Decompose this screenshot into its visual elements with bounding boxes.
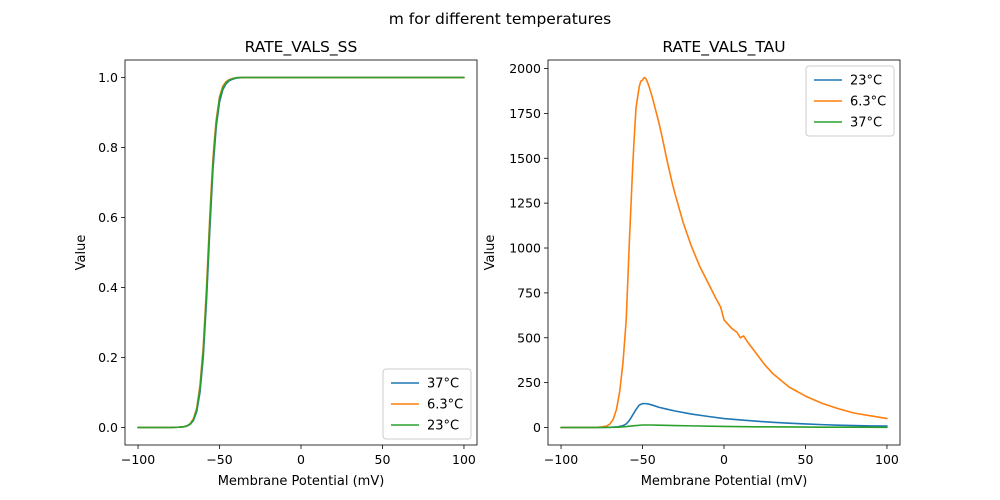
y-tick-label: 0.8 [98, 140, 118, 155]
legend-box [805, 65, 895, 137]
legend-entry: 37°C [850, 116, 882, 131]
y-tick-label: 500 [517, 330, 541, 345]
series-line-0 [560, 402, 888, 429]
series-lines [560, 76, 888, 429]
y-tick-label: 1500 [509, 151, 541, 166]
x-tick-label: 0 [297, 452, 305, 467]
legend-entry: 37°C [427, 377, 459, 392]
legend-entry: 23°C [850, 74, 882, 89]
y-tick-label: 0.4 [98, 280, 118, 295]
y-tick-label: 1750 [509, 106, 541, 121]
x-tick-label: 100 [875, 452, 899, 467]
x-axis-label: Membrane Potential (mV) [218, 474, 385, 489]
series-line-1 [560, 76, 888, 429]
subplot-title: RATE_VALS_SS [245, 38, 358, 57]
x-tick-label: −100 [121, 452, 155, 467]
y-tick-label: 250 [517, 375, 541, 390]
suptitle: m for different temperatures [389, 10, 612, 28]
legend-box [382, 368, 472, 440]
y-tick-label: 0 [533, 420, 541, 435]
legend-entry: 6.3°C [850, 95, 886, 110]
x-tick-label: −100 [544, 452, 578, 467]
y-axis-label: Value [74, 235, 89, 271]
series-line-2 [137, 76, 465, 429]
tau-subplot: −100 −50 0 50 100025050075010001250150017502… [483, 38, 901, 489]
series-line-2 [560, 424, 888, 429]
subplot-title: RATE_VALS_TAU [662, 38, 785, 57]
legend: 23°C 6.3°C 37°C [805, 65, 895, 137]
legend-entry: 6.3°C [427, 398, 463, 413]
x-tick-label: 50 [375, 452, 391, 467]
y-tick-label: 1000 [509, 241, 541, 256]
series-lines [137, 76, 465, 429]
ss-subplot: −100 −50 0 50 100 0.0 0.2 0.4 0.6 0.8 1.0 RATE_VALS… [74, 38, 478, 489]
y-tick-label: 2000 [509, 61, 541, 76]
x-tick-label: −50 [206, 452, 232, 467]
y-tick-label: 0.2 [98, 350, 118, 365]
legend-entry: 23°C [427, 419, 459, 434]
y-tick-label: 750 [517, 285, 541, 300]
y-tick-label: 0.6 [98, 210, 118, 225]
x-tick-label: 100 [452, 452, 476, 467]
x-tick-label: 0 [720, 452, 728, 467]
y-axis-label: Value [483, 235, 498, 271]
y-tick-label: 1250 [509, 196, 541, 211]
x-tick-label: 50 [798, 452, 814, 467]
y-tick-label: 0.0 [98, 420, 118, 435]
x-tick-label: −50 [629, 452, 655, 467]
legend: 37°C 6.3°C 23°C [382, 368, 472, 440]
x-axis-label: Membrane Potential (mV) [641, 474, 808, 489]
y-tick-label: 1.0 [98, 70, 118, 85]
